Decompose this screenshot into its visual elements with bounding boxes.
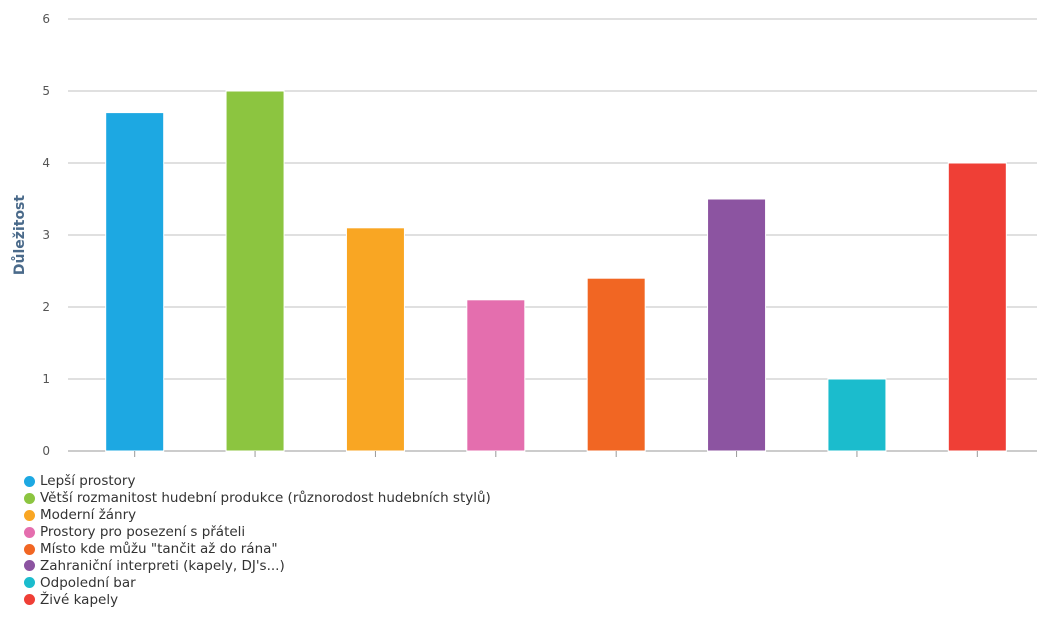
legend-swatch [24, 509, 35, 521]
legend-swatch [24, 492, 35, 504]
bar-chart: 0 1 2 3 4 5 6 Důležitost [11, 12, 1037, 458]
legend-swatch [24, 577, 35, 589]
y-axis-ticks: 0 1 2 3 4 5 6 [42, 12, 50, 458]
bar[interactable] [707, 198, 767, 452]
legend-item[interactable]: Moderní žánry [24, 507, 491, 524]
legend-swatch [24, 594, 35, 606]
legend-label: Větší rozmanitost hudební produkce (různ… [40, 490, 491, 507]
y-tick-label: 6 [42, 12, 50, 26]
legend: Lepší prostory Větší rozmanitost hudební … [24, 473, 491, 608]
legend-item[interactable]: Zahraniční interpreti (kapely, DJ's...) [24, 557, 491, 574]
legend-item[interactable]: Prostory pro posezení s přáteli [24, 524, 491, 541]
y-tick-label: 3 [42, 228, 50, 242]
x-axis [134, 451, 978, 457]
legend-item[interactable]: Odpolední bar [24, 574, 491, 591]
y-tick-label: 0 [42, 444, 50, 458]
legend-label: Odpolední bar [40, 574, 136, 591]
bar[interactable] [345, 227, 405, 452]
legend-label: Prostory pro posezení s přáteli [40, 524, 246, 541]
legend-label: Živé kapely [40, 591, 119, 608]
bar[interactable] [225, 90, 285, 452]
bar[interactable] [827, 378, 887, 452]
y-tick-label: 4 [42, 156, 50, 170]
bars [105, 90, 1007, 452]
grid-lines [68, 18, 1037, 452]
legend-swatch [24, 560, 35, 572]
y-tick-label: 5 [42, 84, 50, 98]
legend-swatch [24, 526, 35, 538]
legend-label: Lepší prostory [40, 473, 136, 490]
bar[interactable] [105, 112, 165, 452]
legend-item[interactable]: Větší rozmanitost hudební produkce (různ… [24, 490, 491, 507]
legend-label: Moderní žánry [40, 507, 137, 524]
legend-item[interactable]: Živé kapely [24, 591, 491, 608]
legend-item[interactable]: Místo kde můžu "tančit až do rána" [24, 541, 491, 558]
bar[interactable] [466, 299, 526, 452]
legend-label: Místo kde můžu "tančit až do rána" [40, 541, 278, 557]
legend-label: Zahraniční interpreti (kapely, DJ's...) [40, 557, 285, 574]
legend-swatch [24, 475, 35, 487]
bar[interactable] [947, 162, 1007, 452]
y-tick-label: 2 [42, 300, 50, 314]
y-axis-title: Důležitost [11, 195, 28, 275]
y-tick-label: 1 [42, 372, 50, 386]
bar[interactable] [586, 277, 646, 452]
legend-swatch [24, 543, 35, 555]
legend-item[interactable]: Lepší prostory [24, 473, 491, 490]
